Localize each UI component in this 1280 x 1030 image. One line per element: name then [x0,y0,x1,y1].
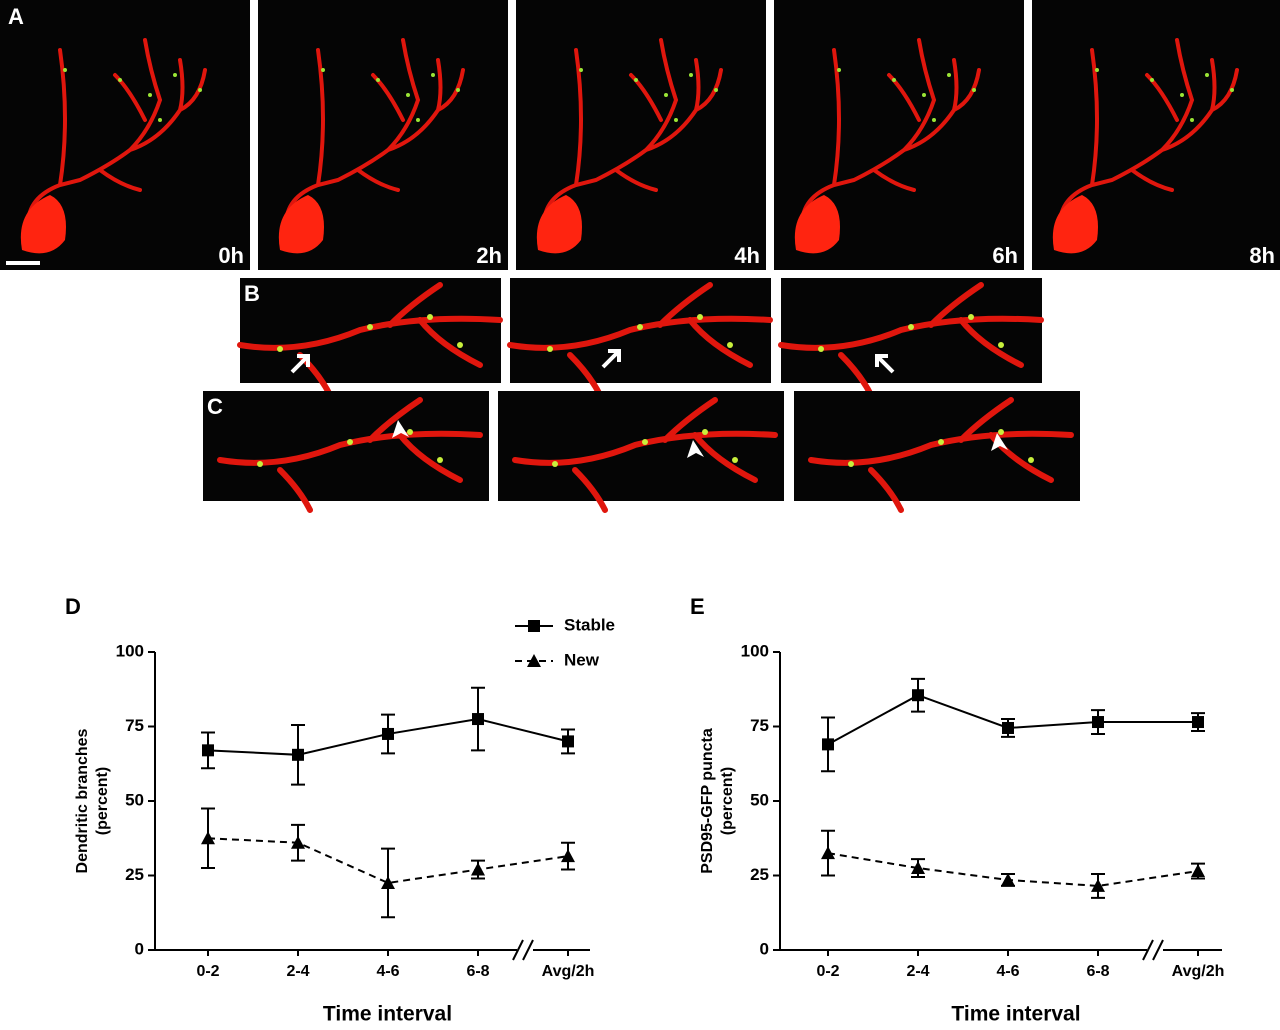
marker [381,875,395,889]
marker [821,846,835,860]
x-tick-label: 4-6 [996,963,1019,980]
marker [292,748,304,761]
marker [562,735,574,748]
y-tick-label: 0 [760,939,769,958]
x-tick-label: 6-8 [466,963,489,980]
x-tick-label: 6-8 [1086,963,1109,980]
y-axis-label: (percent) [94,767,111,835]
marker [382,727,394,740]
scale-bar [6,261,40,265]
panel-a: A 0h 2h 4h 6h 8h [0,0,1280,270]
x-tick-label: Avg/2h [1172,963,1225,980]
y-tick-label: 50 [750,790,769,809]
frame-label: 0h [218,243,244,268]
marker [822,738,834,751]
panel-label: B [244,281,260,306]
y-tick-label: 75 [750,716,769,735]
marker [1192,716,1204,729]
marker [528,620,540,632]
frame-label: 6h [992,243,1018,268]
marker [911,861,925,875]
series-line [827,852,1199,887]
x-tick-label: 0-2 [816,963,839,980]
y-tick-label: 100 [116,641,144,660]
x-tick-label: 2-4 [906,963,929,980]
panel-label: C [207,394,223,419]
y-tick-label: 100 [741,641,769,660]
x-axis-label: Time interval [323,1003,452,1026]
panel-label: D [65,594,81,619]
panel-b: B [240,278,1042,395]
marker [1191,864,1205,878]
marker [472,713,484,726]
marker [471,862,485,876]
y-axis-label: (percent) [719,767,736,835]
y-axis-label: Dendritic branches [74,728,91,873]
marker [201,831,215,845]
panel-label: A [8,4,24,29]
x-tick-label: 4-6 [376,963,399,980]
marker [561,849,575,863]
marker [912,689,924,702]
y-tick-label: 0 [135,939,144,958]
x-tick-label: 2-4 [286,963,309,980]
legend-label: New [564,650,600,669]
x-axis-label: Time interval [951,1003,1080,1026]
axis-break [512,939,534,961]
x-tick-label: Avg/2h [542,963,595,980]
frame-label: 4h [734,243,760,268]
frame-label: 2h [476,243,502,268]
frame-label: 8h [1249,243,1275,268]
y-axis-label: PSD95-GFP puncta [699,728,716,874]
y-tick-label: 25 [750,865,769,884]
legend-label: Stable [564,615,615,634]
series-line [207,837,569,884]
marker [291,835,305,849]
axis-break [1142,939,1164,961]
marker [1091,878,1105,892]
y-tick-label: 75 [125,716,144,735]
panel-c: C [203,391,1080,510]
marker [1002,721,1014,734]
marker [1092,716,1104,729]
x-tick-label: 0-2 [196,963,219,980]
marker [202,744,214,757]
y-tick-label: 25 [125,865,144,884]
marker [527,654,541,667]
panel-label: E [690,594,705,619]
marker [1001,872,1015,886]
y-tick-label: 50 [125,790,144,809]
